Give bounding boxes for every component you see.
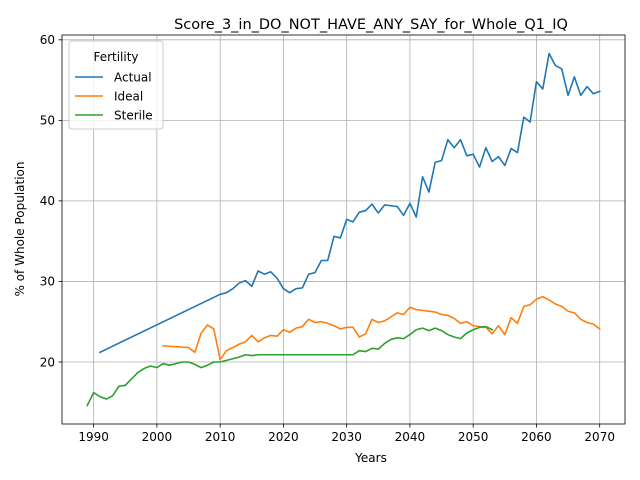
chart-title: Score_3_in_DO_NOT_HAVE_ANY_SAY_for_Whole… <box>174 17 568 33</box>
y-tick-label: 40 <box>40 194 55 208</box>
x-tick-label: 2050 <box>458 430 489 444</box>
y-tick-label: 60 <box>40 33 55 47</box>
y-tick-label: 50 <box>40 114 55 128</box>
x-tick-label: 2060 <box>521 430 552 444</box>
x-tick-label: 1990 <box>78 430 109 444</box>
legend-label-sterile: Sterile <box>114 108 153 122</box>
y-tick-label: 20 <box>40 355 55 369</box>
x-tick-label: 2030 <box>331 430 362 444</box>
x-tick-label: 2070 <box>584 430 615 444</box>
legend: Fertility Actual Ideal Sterile <box>69 41 163 129</box>
y-tick-label: 30 <box>40 275 55 289</box>
x-tick-label: 2010 <box>205 430 236 444</box>
legend-label-actual: Actual <box>114 70 152 84</box>
legend-title: Fertility <box>93 50 138 64</box>
legend-label-ideal: Ideal <box>114 89 143 103</box>
x-axis-label: Years <box>354 451 387 465</box>
x-tick-label: 2040 <box>395 430 426 444</box>
y-axis-label: % of Whole Population <box>13 162 27 297</box>
x-tick-label: 2000 <box>142 430 173 444</box>
x-tick-label: 2020 <box>268 430 299 444</box>
